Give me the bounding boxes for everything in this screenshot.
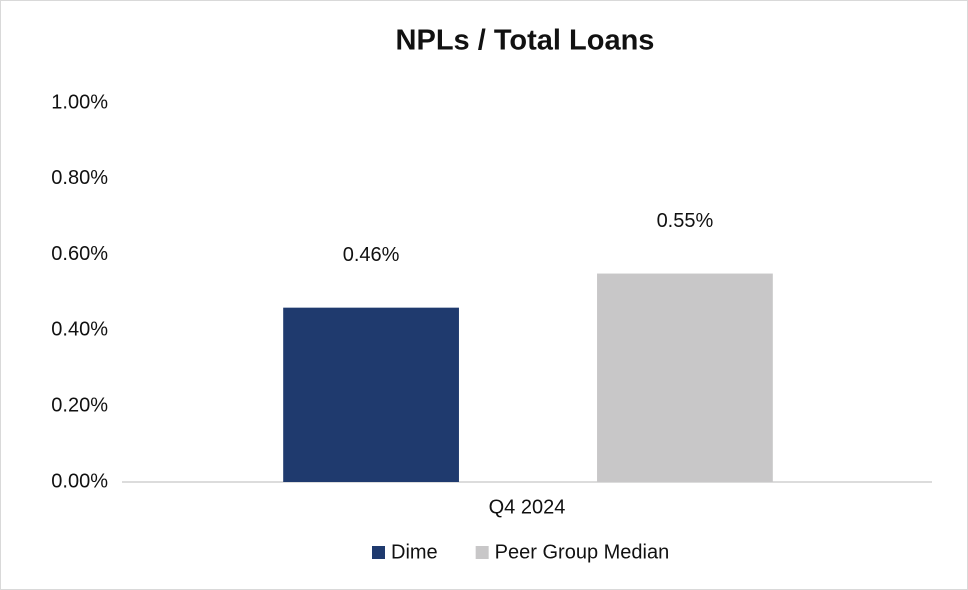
bar (283, 307, 459, 482)
y-tick-label: 0.00% (51, 470, 108, 492)
value-label: 0.55% (657, 210, 714, 232)
y-tick-label: 1.00% (51, 91, 108, 113)
value-label: 0.46% (343, 244, 400, 266)
bar (597, 273, 773, 482)
legend-label: Dime (391, 541, 438, 563)
x-tick-label: Q4 2024 (489, 496, 566, 518)
legend-swatch (475, 546, 489, 559)
y-tick-label: 0.20% (51, 394, 108, 416)
legend-swatch (372, 546, 385, 559)
y-tick-label: 0.80% (51, 167, 108, 189)
legend-label: Peer Group Median (495, 541, 670, 563)
chart-title: NPLs / Total Loans (396, 25, 655, 57)
y-tick-label: 0.40% (51, 319, 108, 341)
y-tick-label: 0.60% (51, 243, 108, 265)
